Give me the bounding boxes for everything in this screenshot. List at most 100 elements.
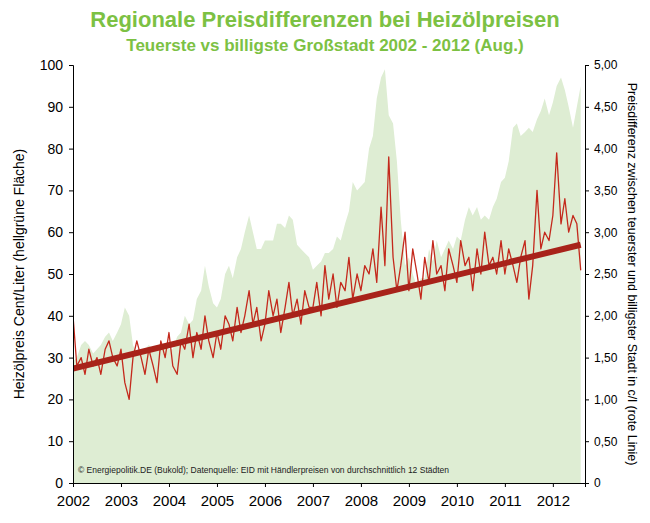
tick-label: 70 xyxy=(47,182,63,198)
tick-mark xyxy=(69,316,73,317)
y-axis-title: Heizölpreis Cent/Liter (hellgrüne Fläche… xyxy=(11,149,27,400)
tick-label: 2004 xyxy=(153,492,186,509)
y-tick: 10 xyxy=(47,433,73,449)
y2-tick: 0,50 xyxy=(585,435,618,449)
tick-label: 80 xyxy=(47,141,63,157)
tick-label: 0 xyxy=(55,475,63,491)
y2-axis-title: Preisdifferenz zwischen teuerster und bi… xyxy=(625,83,639,466)
plot-area xyxy=(73,69,581,483)
trend-line xyxy=(73,245,581,369)
tick-mark xyxy=(585,149,589,150)
tick-label: 0 xyxy=(594,476,601,490)
tick-mark xyxy=(585,358,589,359)
tick-label: 1,50 xyxy=(594,351,618,365)
y-tick: 30 xyxy=(47,350,73,366)
tick-mark xyxy=(553,483,554,487)
tick-label: 2010 xyxy=(441,492,474,509)
y-tick: 90 xyxy=(47,99,73,115)
tick-mark xyxy=(585,190,589,191)
x-tick: 2004 xyxy=(153,483,186,509)
tick-mark xyxy=(457,483,458,487)
tick-label: 3,00 xyxy=(594,226,618,240)
y-tick: 50 xyxy=(47,266,73,282)
y-tick: 80 xyxy=(47,141,73,157)
tick-mark xyxy=(409,483,410,487)
tick-mark xyxy=(69,190,73,191)
y2-tick: 5,00 xyxy=(585,58,618,72)
tick-label: 40 xyxy=(47,308,63,324)
title: Regionale Preisdifferenzen bei Heizölpre… xyxy=(90,7,559,32)
tick-mark xyxy=(217,483,218,487)
tick-label: 2003 xyxy=(105,492,138,509)
y2-tick: 4,00 xyxy=(585,142,618,156)
y2-tick: 2,50 xyxy=(585,267,618,281)
subtitle: Teuerste vs billigste Großstadt 2002 - 2… xyxy=(126,36,523,55)
tick-label: 2002 xyxy=(57,492,90,509)
tick-label: 20 xyxy=(47,391,63,407)
y2-tick: 3,00 xyxy=(585,226,618,240)
y2-axis: 0 0,50 1,00 1,50 2,00 2,50 3,00 3,50 4,00 4,50 5,0… xyxy=(585,58,618,490)
tick-mark xyxy=(69,441,73,442)
y-tick: 70 xyxy=(47,182,73,198)
axis-line xyxy=(69,66,74,484)
tick-label: 2,00 xyxy=(594,309,618,323)
tick-mark xyxy=(69,274,73,275)
y2-tick: 0 xyxy=(585,476,601,490)
tick-label: 2011 xyxy=(489,492,521,509)
y2-tick: 1,50 xyxy=(585,351,618,365)
tick-label: 2008 xyxy=(345,492,378,509)
tick-mark xyxy=(585,441,589,442)
tick-label: 30 xyxy=(47,350,63,366)
tick-label: 0,50 xyxy=(594,435,618,449)
tick-label: 2006 xyxy=(249,492,282,509)
y-tick: 0 xyxy=(55,475,73,491)
tick-label: 100 xyxy=(40,57,64,73)
tick-label: 3,50 xyxy=(594,184,618,198)
y-tick: 60 xyxy=(47,224,73,240)
tick-mark xyxy=(585,399,589,400)
x-tick: 2010 xyxy=(441,483,474,509)
axis-line xyxy=(586,66,590,484)
tick-mark xyxy=(313,483,314,487)
tick-label: 4,00 xyxy=(594,142,618,156)
tick-mark xyxy=(169,483,170,487)
x-tick: 2012 xyxy=(537,483,570,509)
tick-label: 90 xyxy=(47,99,63,115)
x-tick: 2002 xyxy=(57,483,90,509)
tick-mark xyxy=(361,483,362,487)
tick-mark xyxy=(121,483,122,487)
tick-label: 2005 xyxy=(201,492,234,509)
tick-mark xyxy=(585,107,589,108)
y-tick: 40 xyxy=(47,308,73,324)
y2-tick: 1,00 xyxy=(585,393,618,407)
x-tick: 2006 xyxy=(249,483,282,509)
tick-mark xyxy=(69,483,73,484)
tick-label: 2,50 xyxy=(594,267,618,281)
tick-mark xyxy=(265,483,266,487)
tick-label: 2009 xyxy=(393,492,426,509)
tick-mark xyxy=(69,65,73,66)
y2-tick: 3,50 xyxy=(585,184,618,198)
y2-tick: 4,50 xyxy=(585,100,618,114)
tick-mark xyxy=(585,274,589,275)
difference-line xyxy=(73,153,581,400)
tick-label: 50 xyxy=(47,266,63,282)
tick-label: 10 xyxy=(47,433,63,449)
axis-line xyxy=(74,484,586,488)
tick-mark xyxy=(69,149,73,150)
tick-mark xyxy=(69,358,73,359)
tick-label: 2012 xyxy=(537,492,570,509)
tick-label: 4,50 xyxy=(594,100,618,114)
tick-mark xyxy=(505,483,506,487)
y-axis: 0 10 20 30 40 50 60 70 80 90 100 xyxy=(40,57,74,491)
tick-mark xyxy=(585,232,589,233)
tick-mark xyxy=(585,316,589,317)
price-area xyxy=(73,69,581,483)
x-tick: 2011 xyxy=(489,483,521,509)
y2-tick: 2,00 xyxy=(585,309,618,323)
tick-mark xyxy=(69,232,73,233)
x-tick: 2009 xyxy=(393,483,426,509)
tick-label: 2007 xyxy=(297,492,330,509)
tick-mark xyxy=(73,483,74,487)
tick-mark xyxy=(69,399,73,400)
